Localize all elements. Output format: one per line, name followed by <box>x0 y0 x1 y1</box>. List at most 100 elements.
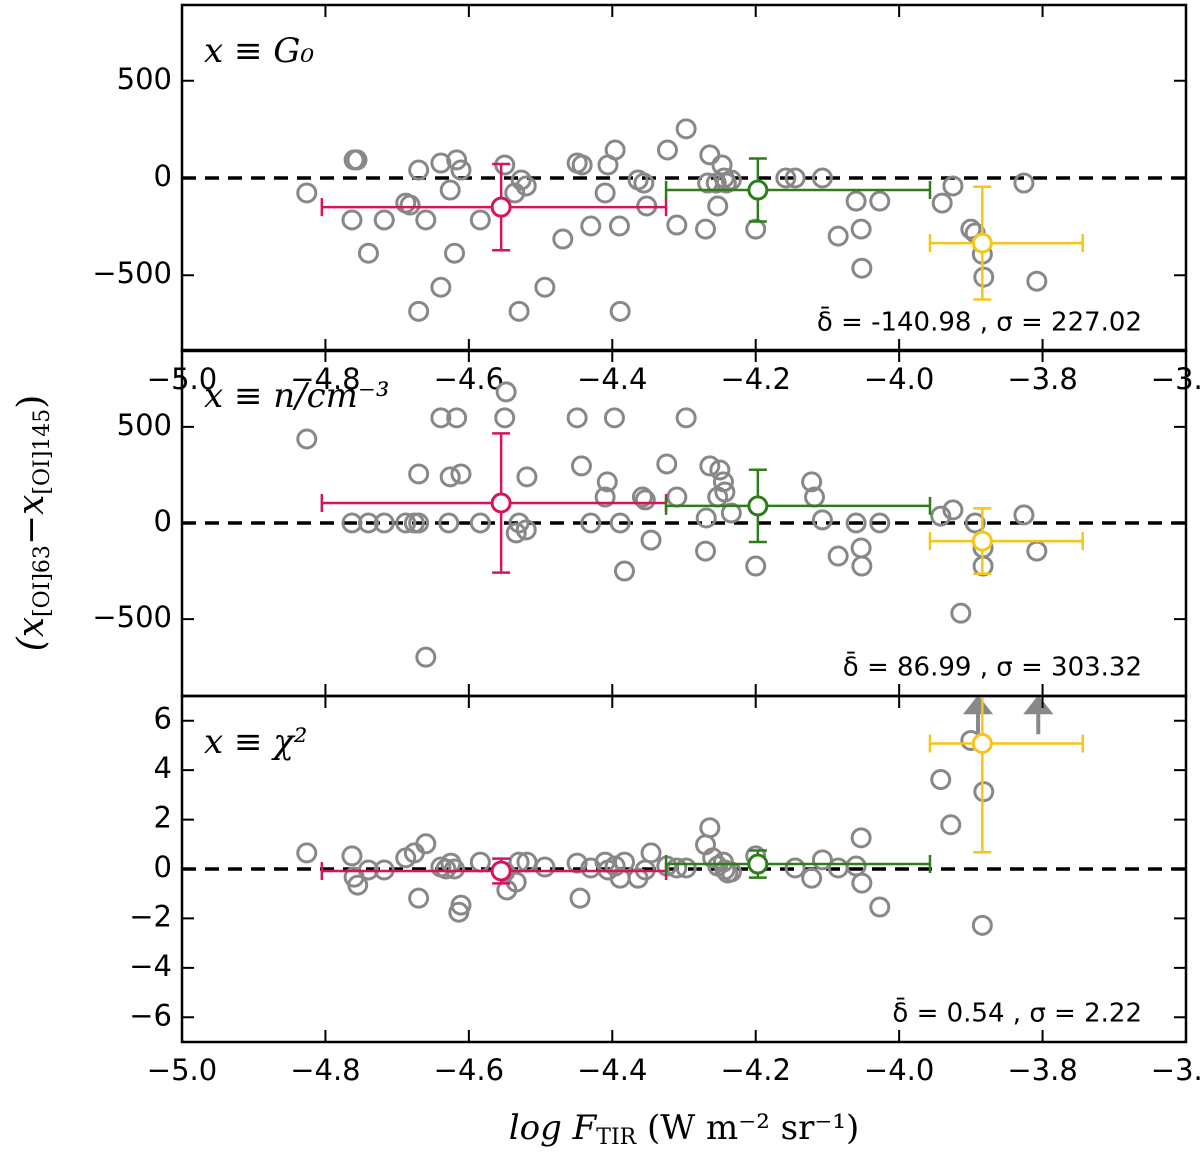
data-point <box>444 242 466 264</box>
data-point <box>296 428 318 450</box>
mean-point <box>971 732 993 754</box>
data-point <box>850 218 872 240</box>
data-point <box>346 149 368 171</box>
data-point <box>1026 540 1048 562</box>
data-point <box>516 466 538 488</box>
data-point <box>341 845 363 867</box>
panel-label: x ≡ χ² <box>204 722 308 762</box>
x-error-bar <box>928 532 1084 551</box>
data-point <box>784 167 806 189</box>
y-tick-label: −6 <box>129 998 172 1032</box>
x-tick-label: −4.0 <box>864 362 934 396</box>
data-point <box>408 159 430 181</box>
data-point <box>1013 504 1035 526</box>
data-point <box>811 167 833 189</box>
data-point <box>931 192 953 214</box>
x-error-bar <box>664 496 932 515</box>
panel-label: x ≡ n/cm⁻³ <box>204 376 390 416</box>
data-point <box>604 855 626 877</box>
data-point <box>656 453 678 475</box>
y-label-part: [OI]145 <box>30 409 55 495</box>
data-point <box>594 486 616 508</box>
x-error-bar <box>664 181 932 200</box>
y-tick-label: 6 <box>154 702 172 736</box>
plot-area <box>182 118 1186 322</box>
data-point <box>1013 172 1035 194</box>
y-tick-label: 2 <box>154 801 172 835</box>
data-point <box>347 874 369 896</box>
data-point <box>515 519 537 541</box>
y-tick-label: 0 <box>154 850 172 884</box>
data-point <box>296 182 318 204</box>
data-point <box>695 218 717 240</box>
lower-limit-arrow <box>962 696 994 735</box>
data-point <box>811 849 833 871</box>
data-point <box>450 159 472 181</box>
data-point <box>357 242 379 264</box>
data-point <box>675 118 697 140</box>
data-point <box>430 276 452 298</box>
data-point <box>973 781 995 803</box>
data-point <box>435 858 457 880</box>
data-point <box>745 218 767 240</box>
data-point <box>450 894 472 916</box>
data-point <box>714 481 736 503</box>
data-point <box>408 300 430 322</box>
data-point <box>604 139 626 161</box>
data-point <box>964 512 986 534</box>
data-point <box>634 489 656 511</box>
data-point <box>569 887 591 909</box>
y-label-part: −x <box>11 495 52 545</box>
lower-limit-arrow <box>1023 696 1054 735</box>
data-point <box>971 914 993 936</box>
data-point <box>603 407 625 429</box>
data-point <box>515 175 537 197</box>
mean-point <box>490 492 512 514</box>
y-tick-label: 500 <box>117 62 172 96</box>
mean-point <box>971 530 993 552</box>
data-point <box>631 486 653 508</box>
data-point <box>341 512 363 534</box>
data-point <box>709 459 731 481</box>
data-point <box>439 179 461 201</box>
data-point <box>699 455 721 477</box>
data-point <box>395 512 417 534</box>
data-point <box>594 182 616 204</box>
y-label-part: ) <box>11 395 52 409</box>
x-tick-label: −4.6 <box>434 1053 504 1087</box>
data-point <box>675 857 697 879</box>
data-point <box>430 407 452 429</box>
x-tick-label: −4.4 <box>577 362 647 396</box>
mean-point <box>490 196 512 218</box>
y-tick-label: 4 <box>154 751 172 785</box>
data-point <box>745 555 767 577</box>
x-tick-label: −4.0 <box>864 1053 934 1087</box>
data-point <box>415 646 437 668</box>
y-tick-label: −500 <box>92 256 172 290</box>
data-point <box>930 505 952 527</box>
data-point <box>510 169 532 191</box>
data-point <box>408 887 430 909</box>
data-point <box>438 512 460 534</box>
y-label-part: [OI]63 <box>30 545 55 617</box>
data-point <box>450 463 472 485</box>
data-point <box>869 190 891 212</box>
x-label-part: (W m⁻² sr⁻¹) <box>636 1108 859 1148</box>
data-point <box>341 209 363 231</box>
data-point <box>869 512 891 534</box>
mean-point <box>490 860 512 882</box>
data-point <box>633 172 655 194</box>
data-point <box>596 471 618 493</box>
x-tick-label: −4.4 <box>577 1053 647 1087</box>
data-point <box>494 407 516 429</box>
stat-annotation: δ̄ = -140.98 , σ = 227.02 <box>817 306 1142 338</box>
plot-area <box>182 381 1186 668</box>
data-point <box>296 842 318 864</box>
x-tick-label: −3.6 <box>1151 1053 1200 1087</box>
x-tick-label: −3.6 <box>1151 362 1200 396</box>
data-point <box>666 857 688 879</box>
data-point <box>960 218 982 240</box>
x-label-part: log F <box>509 1108 598 1148</box>
x-tick-label: −4.8 <box>290 1053 360 1087</box>
data-point <box>827 545 849 567</box>
